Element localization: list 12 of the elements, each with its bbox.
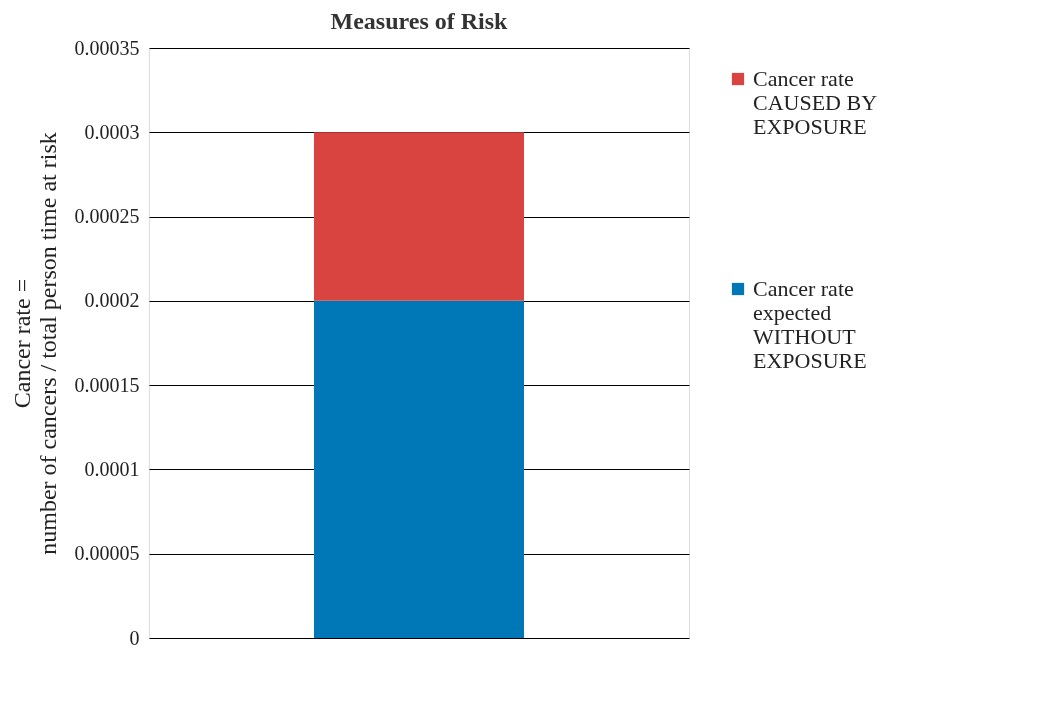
y-tick-label: 0 bbox=[129, 626, 140, 649]
y-tick-label: 0.00015 bbox=[74, 373, 140, 396]
chart-title: Measures of Risk bbox=[330, 8, 509, 34]
y-tick-label: 0.00005 bbox=[74, 542, 140, 565]
legend-label: Cancer rate CAUSED BY EXPOSURE bbox=[753, 66, 878, 139]
y-tick-label: 0.00035 bbox=[74, 36, 140, 59]
y-tick-label: 0.0003 bbox=[84, 120, 140, 143]
y-axis-title: Cancer rate = number of cancers / total person time at risk bbox=[8, 132, 61, 555]
y-tick-label: 0.0002 bbox=[84, 289, 140, 312]
y-tick-label: 0.00025 bbox=[74, 205, 140, 228]
legend-label: Cancer rate expected WITHOUT EXPOSURE bbox=[753, 276, 867, 373]
y-tick-label: 0.0001 bbox=[84, 457, 140, 480]
